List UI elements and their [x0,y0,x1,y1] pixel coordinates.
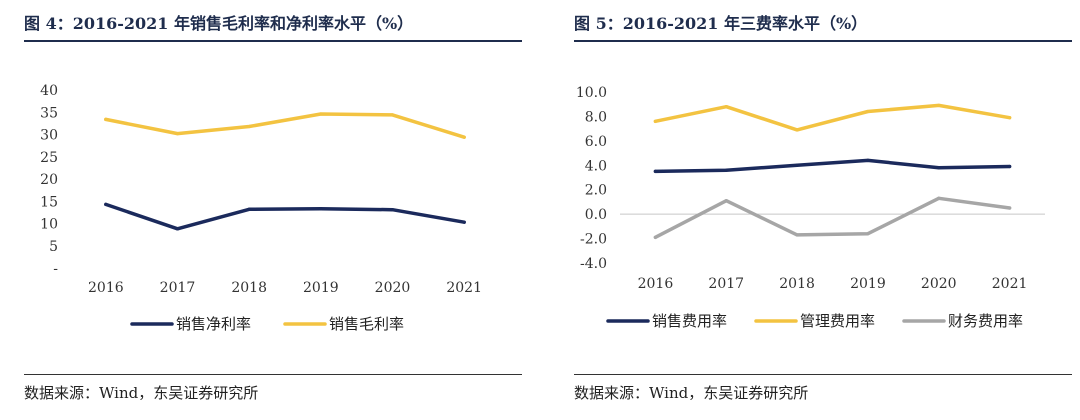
fig5-data-point [1007,164,1012,169]
fig5-y-tick-label: -4.0 [580,256,607,272]
fig5-y-tick-label: 6.0 [585,134,607,150]
fig4-y-tick-label: 5 [49,239,58,255]
fig4-series-line-1 [104,202,466,231]
fig5-data-point [866,232,870,236]
fig5-data-point [653,235,658,239]
fig4-data-point [104,202,108,206]
figure-4-source: 数据来源：Wind，东吴证券研究所 [24,384,259,402]
fig4-data-point [175,132,180,136]
fig5-series-line-1 [653,158,1012,174]
fig4-legend-label-2: 销售毛利率 [329,315,404,333]
fig5-data-point [795,128,799,132]
fig5-legend-label-3: 财务费用率 [948,312,1023,330]
fig5-data-point [937,166,941,170]
fig4-data-point [462,220,466,224]
fig5-x-tick-label: 2021 [992,276,1028,292]
fig5-data-point [795,233,799,237]
fig5-y-tick-label: 8.0 [585,109,607,125]
figure-5-panel: 图 5：2016-2021 年三费率水平（%） 10.0 8.0 6.0 4.0 2.0… [550,0,1080,420]
fig4-x-tick-label: 2021 [446,280,482,296]
fig5-data-point [937,196,941,200]
fig4-data-point [390,113,395,117]
fig4-y-tick-label: 25 [40,150,58,166]
fig5-data-point [1007,206,1012,210]
fig4-x-tick-label: 2017 [160,280,196,296]
figure-4-chart: 40 35 30 25 20 15 10 5 - 2016 2017 2018 2019 2020 2021… [40,83,482,333]
fig5-legend-label-2: 管理费用率 [800,312,875,330]
fig5-data-point [653,169,658,173]
fig4-legend-label-1: 销售净利率 [176,315,251,333]
fig5-y-tick-label: -2.0 [580,232,607,248]
fig5-data-point [937,103,941,108]
fig5-y-tick-label: 10.0 [576,85,607,101]
fig5-y-tick-label: 0.0 [585,207,607,223]
fig4-data-point [462,135,466,139]
figure-4-top-rule [24,40,522,42]
fig4-x-tick-label: 2016 [88,280,124,296]
fig5-series-line-2 [653,103,1012,132]
figure-4-panel: 图 4：2016-2021 年销售毛利率和净利率水平（%） 40 35 30 25 20… [0,0,530,420]
fig4-data-point [319,112,323,116]
fig5-y-tick-label: 4.0 [585,158,607,174]
fig5-data-point [724,199,728,203]
figure-5-bottom-rule [574,374,1072,375]
fig4-y-tick-label: - [53,261,58,277]
figure-5-chart: 10.0 8.0 6.0 4.0 2.0 0.0 -2.0 -4.0 2016 2017 2018 2… [576,85,1045,330]
fig4-x-tick-label: 2019 [303,280,339,296]
fig5-y-tick-label: 2.0 [585,183,607,199]
fig5-data-point [724,105,728,109]
fig4-data-point [175,227,180,231]
figure-5-source: 数据来源：Wind，东吴证券研究所 [574,384,809,402]
fig5-x-tick-label: 2016 [638,276,674,292]
fig4-y-tick-label: 15 [40,194,58,210]
fig5-data-point [866,158,870,162]
fig4-y-tick-label: 40 [40,83,58,99]
fig5-series-line-3 [653,196,1012,240]
fig4-y-tick-label: 30 [40,128,58,144]
fig4-x-tick-label: 2018 [231,280,267,296]
fig5-data-point [866,109,870,114]
figure-5-top-rule [574,40,1072,42]
fig5-data-point [795,163,799,167]
fig4-y-tick-label: 35 [40,105,58,121]
fig4-data-point [104,117,108,121]
fig5-data-point [653,119,658,123]
fig4-y-tick-label: 20 [40,172,58,188]
fig5-x-tick-label: 2020 [921,276,957,292]
fig4-data-point [247,124,251,129]
fig4-data-point [390,208,395,212]
fig4-data-point [319,207,323,211]
figure-4-title: 图 4：2016-2021 年销售毛利率和净利率水平（%） [24,14,414,33]
fig5-data-point [1007,116,1012,120]
figure-5-title: 图 5：2016-2021 年三费率水平（%） [574,14,868,33]
fig4-x-tick-label: 2020 [375,280,411,296]
fig5-data-point [724,168,728,172]
fig5-legend-label-1: 销售费用率 [652,312,727,330]
fig5-x-tick-label: 2019 [850,276,886,292]
fig5-x-tick-label: 2017 [708,276,744,292]
fig4-series-line-2 [104,112,466,139]
figure-4-bottom-rule [24,374,522,375]
fig4-data-point [247,207,251,211]
fig4-y-tick-label: 10 [40,217,58,233]
fig5-x-tick-label: 2018 [779,276,815,292]
